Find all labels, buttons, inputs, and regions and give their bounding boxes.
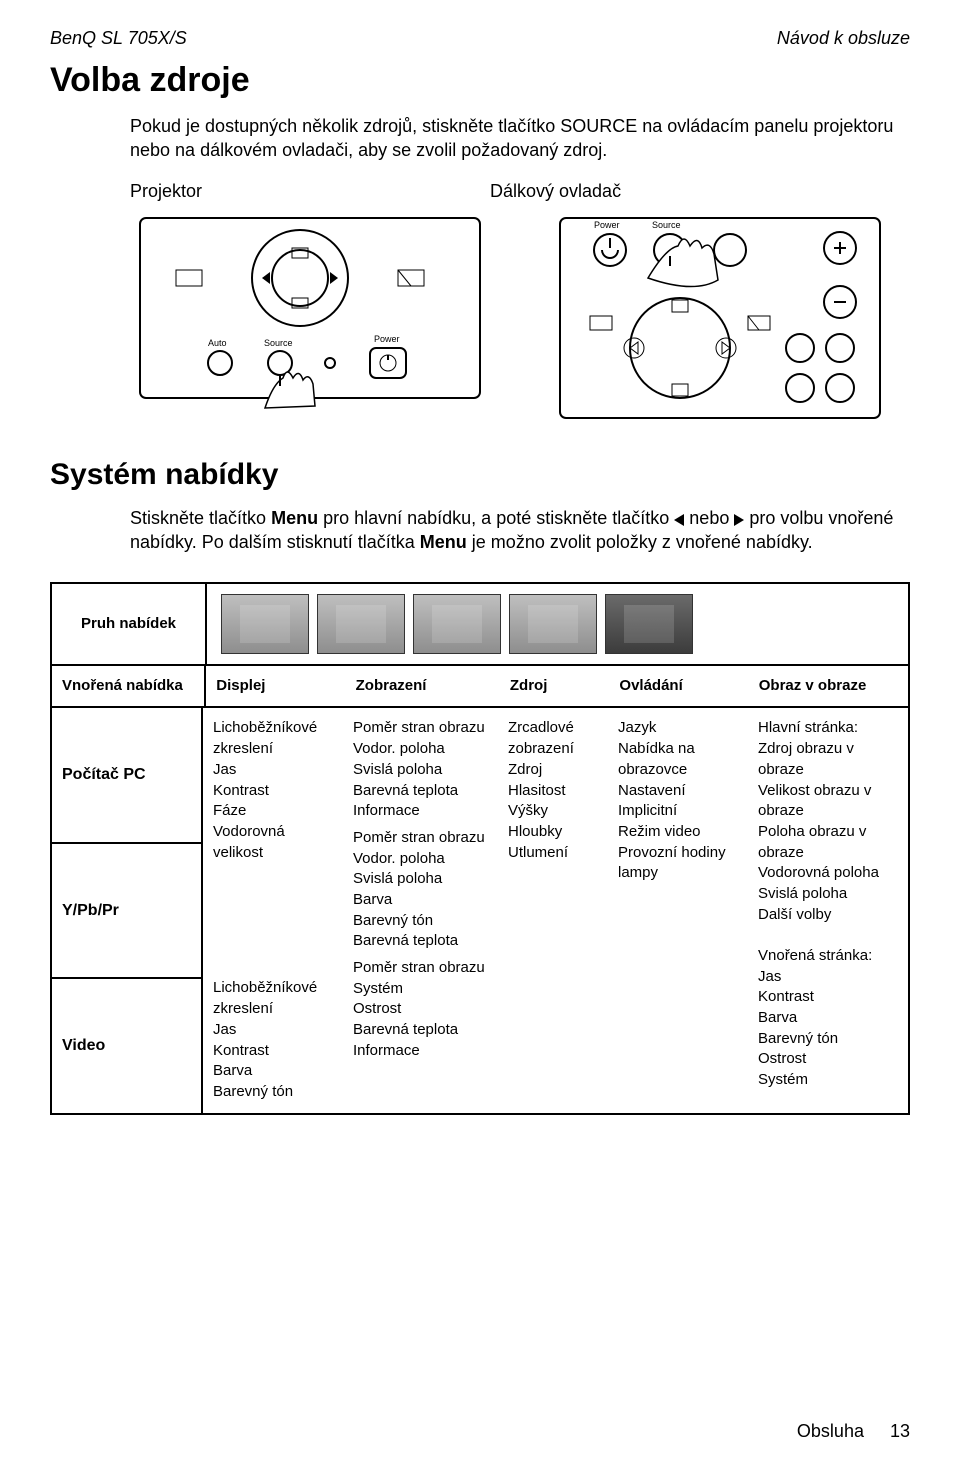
icon-strip: [207, 584, 908, 664]
zobr-video: Poměr stran obrazu Systém Ostrost Barevn…: [353, 958, 488, 1061]
hdr-zobrazeni: Zobrazení: [346, 666, 500, 706]
hdr-zdroj: Zdroj: [500, 666, 610, 706]
section-title: Volba zdroje: [50, 61, 910, 100]
col-zdroj: Zrcadlové zobrazení Zdroj Hlasitost Výšk…: [498, 708, 608, 1112]
row-pc: Počítač PC: [52, 708, 201, 841]
col-displej: Lichoběžníkové zkreslení Jas Kontrast Fá…: [203, 708, 343, 1112]
btn-source-label: Source: [264, 338, 293, 348]
footer-section: Obsluha: [797, 1421, 864, 1442]
btn-auto-label: Auto: [208, 338, 227, 348]
remote-label: Dálkový ovladač: [490, 181, 621, 202]
zobr-pc: Poměr stran obrazu Vodor. poloha Svislá …: [353, 718, 488, 821]
page-footer: Obsluha 13: [50, 1421, 910, 1442]
left-column: Počítač PC Y/Pb/Pr Video: [52, 708, 203, 1112]
arrow-left-icon: [674, 514, 684, 526]
doc-title: Návod k obsluze: [777, 28, 910, 49]
remote-diagram: Power Source: [550, 208, 890, 428]
thumb-ovladani: [509, 594, 597, 654]
projector-label: Projektor: [130, 181, 490, 202]
zobr-ypbpr: Poměr stran obrazu Vodor. poloha Svislá …: [353, 828, 488, 952]
row0-left: Pruh nabídek: [52, 584, 207, 664]
displej-pc: Lichoběžníkové zkreslení Jas Kontrast Fá…: [213, 718, 333, 878]
thumb-displej: [221, 594, 309, 654]
remote-power-label: Power: [594, 220, 620, 230]
section1-body: Pokud je dostupných několik zdrojů, stis…: [50, 114, 910, 163]
row-ypbpr: Y/Pb/Pr: [52, 842, 201, 977]
thumb-zobrazeni: [317, 594, 405, 654]
section2-title: Systém nabídky: [50, 458, 910, 492]
thumb-obraz: [605, 594, 693, 654]
displej-video: Lichoběžníkové zkreslení Jas Kontrast Ba…: [213, 978, 333, 1102]
row-video: Video: [52, 977, 201, 1112]
hdr-vnorna: Vnořená nabídka: [52, 666, 206, 706]
doc-model: BenQ SL 705X/S: [50, 28, 187, 49]
projector-diagram: Auto Source Power: [130, 208, 490, 428]
btn-power-label: Power: [374, 334, 400, 344]
remote-source-label: Source: [652, 220, 681, 230]
col-zobrazeni: Poměr stran obrazu Vodor. poloha Svislá …: [343, 708, 498, 1112]
menu-table: Pruh nabídek Vnořená nabídka Displej Zob…: [50, 582, 910, 1114]
footer-page: 13: [890, 1421, 910, 1442]
hdr-ovladani: Ovládání: [609, 666, 748, 706]
col-obraz: Hlavní stránka: Zdroj obrazu v obraze Ve…: [748, 708, 908, 1112]
col-ovladani: Jazyk Nabídka na obrazovce Nastavení Imp…: [608, 708, 748, 1112]
section2-body: Stiskněte tlačítko Menu pro hlavní nabíd…: [50, 506, 910, 555]
hdr-displej: Displej: [206, 666, 345, 706]
thumb-zdroj: [413, 594, 501, 654]
hdr-obraz: Obraz v obraze: [749, 666, 908, 706]
arrow-right-icon: [734, 514, 744, 526]
